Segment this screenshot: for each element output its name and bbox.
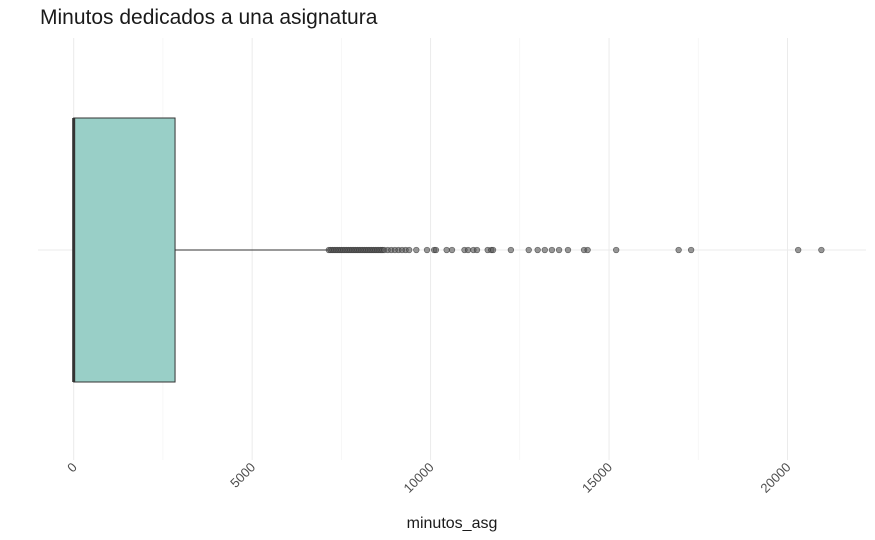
outlier-point — [423, 246, 431, 254]
outlier-points — [325, 246, 825, 254]
box-layer — [72, 117, 329, 383]
outlier-point — [795, 246, 802, 254]
x-tick-labels: 0 5000 10000 15000 20000 — [64, 460, 794, 496]
x-tick-label: 20000 — [757, 460, 793, 496]
outlier-point — [507, 246, 515, 254]
outlier-point — [564, 246, 572, 254]
outlier-point — [473, 246, 481, 254]
outlier-point — [448, 246, 456, 254]
outlier-point — [525, 246, 532, 254]
outlier-point — [432, 246, 440, 254]
chart-title: Minutos dedicados a una asignatura — [40, 6, 378, 29]
outlier-point — [464, 246, 472, 254]
outlier-point — [613, 246, 620, 254]
x-tick-label: 15000 — [579, 460, 615, 496]
outlier-point — [687, 246, 695, 254]
outlier-point — [413, 246, 420, 254]
outlier-point — [541, 246, 548, 254]
x-tick-label: 5000 — [227, 460, 258, 491]
outlier-point — [534, 246, 541, 254]
iqr-box — [73, 117, 176, 383]
outlier-point — [675, 246, 682, 254]
outlier-point — [818, 246, 825, 254]
x-tick-label: 0 — [64, 460, 80, 476]
x-axis-title: minutos_asg — [407, 515, 498, 532]
outlier-point — [443, 246, 450, 254]
outlier-point — [548, 246, 556, 254]
x-tick-label: 10000 — [401, 460, 437, 496]
outlier-point — [555, 246, 563, 254]
outlier-point — [406, 246, 413, 254]
outlier-point — [584, 246, 591, 254]
outlier-point — [489, 246, 497, 254]
